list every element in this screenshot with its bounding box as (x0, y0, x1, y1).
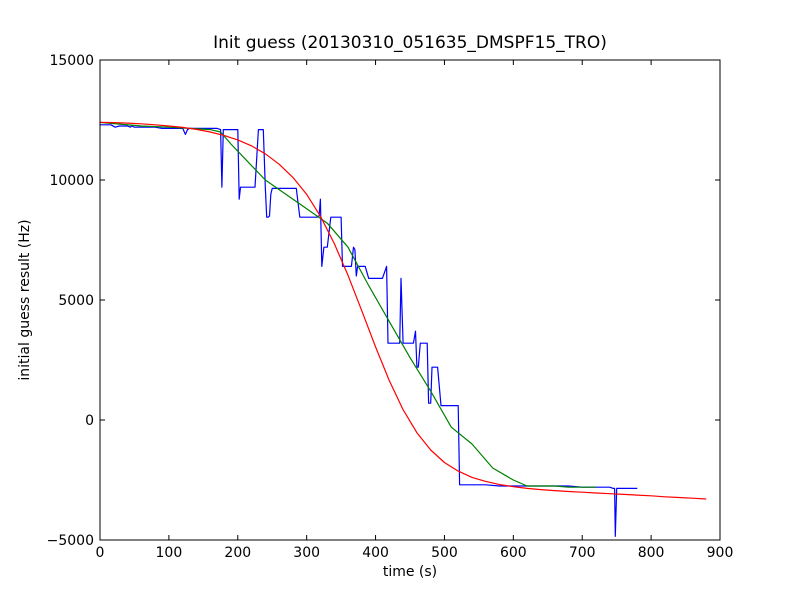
y-axis-ticks: −5000 0 5000 10000 15000 (47, 53, 720, 549)
y-tick-label: 5000 (58, 293, 94, 309)
x-tick-label: 400 (362, 545, 389, 561)
x-tick-label: 100 (156, 545, 183, 561)
y-tick-label: −5000 (47, 533, 94, 549)
x-tick-label: 800 (638, 545, 665, 561)
y-tick-label: 10000 (49, 173, 94, 189)
x-axis-ticks: 0 100 200 300 400 500 600 700 800 900 (96, 60, 734, 561)
x-tick-label: 900 (707, 545, 734, 561)
x-tick-label: 700 (569, 545, 596, 561)
x-axis-label: time (s) (383, 564, 437, 580)
chart-title: Init guess (20130310_051635_DMSPF15_TRO) (213, 33, 607, 53)
x-tick-label: 300 (293, 545, 320, 561)
x-tick-label: 0 (96, 545, 105, 561)
x-tick-label: 500 (431, 545, 458, 561)
plot-area (100, 60, 720, 540)
green-series-line (99, 121, 596, 488)
red-series-line (99, 121, 707, 500)
series-layer (99, 121, 707, 538)
y-tick-label: 15000 (49, 53, 94, 69)
x-tick-label: 600 (500, 545, 527, 561)
y-axis-label: initial guess result (Hz) (17, 219, 33, 380)
y-tick-label: 0 (85, 413, 94, 429)
blue-series-line (100, 124, 638, 538)
x-tick-label: 200 (224, 545, 251, 561)
